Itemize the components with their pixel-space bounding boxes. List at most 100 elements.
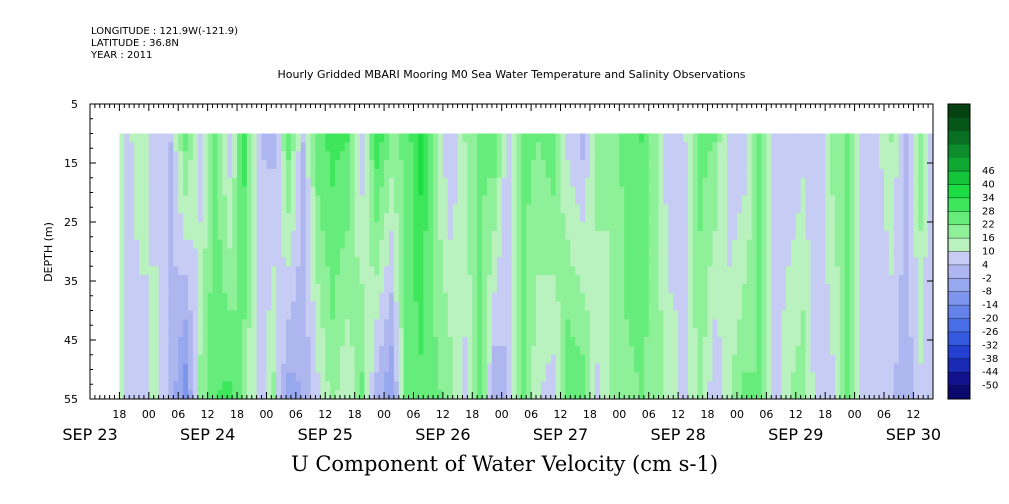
heatmap-cell xyxy=(467,257,473,267)
heatmap-cell xyxy=(766,283,772,294)
heatmap-cell xyxy=(526,142,532,152)
heatmap-cell xyxy=(143,168,150,179)
heatmap-cell xyxy=(457,390,463,400)
heatmap-cell xyxy=(756,354,762,364)
heatmap-cell xyxy=(129,230,135,241)
heatmap-cell xyxy=(354,266,360,276)
heatmap-cell xyxy=(908,363,914,373)
heatmap-cell xyxy=(545,283,552,294)
heatmap-cell xyxy=(795,363,802,373)
heatmap-cell xyxy=(746,390,753,400)
heatmap-cell xyxy=(251,222,258,232)
heatmap-cell xyxy=(761,372,767,382)
heatmap-cell xyxy=(638,142,645,152)
heatmap-cell xyxy=(148,292,155,303)
heatmap-cell xyxy=(163,310,169,320)
heatmap-cell xyxy=(173,160,179,170)
heatmap-cell xyxy=(830,248,836,258)
heatmap-cell xyxy=(388,177,395,187)
heatmap-cell xyxy=(315,301,321,311)
heatmap-cell xyxy=(864,257,870,267)
heatmap-cell xyxy=(511,275,517,285)
heatmap-cell xyxy=(830,328,836,338)
heatmap-cell xyxy=(413,204,419,214)
heatmap-cell xyxy=(893,319,900,329)
heatmap-cell xyxy=(834,213,841,223)
heatmap-cell xyxy=(589,186,596,196)
heatmap-cell xyxy=(893,160,900,170)
heatmap-cell xyxy=(501,160,507,170)
heatmap-cell xyxy=(119,292,125,303)
heatmap-cell xyxy=(310,142,316,152)
heatmap-cell xyxy=(384,230,390,241)
heatmap-cell xyxy=(325,177,331,187)
heatmap-cell xyxy=(437,177,444,187)
heatmap-cell xyxy=(589,222,596,232)
heatmap-cell xyxy=(433,390,439,400)
heatmap-cell xyxy=(555,266,561,276)
heatmap-cell xyxy=(732,275,738,285)
heatmap-cell xyxy=(516,275,522,285)
heatmap-cell xyxy=(266,345,272,356)
heatmap-cell xyxy=(359,151,365,161)
heatmap-cell xyxy=(589,177,596,187)
heatmap-cell xyxy=(276,195,282,205)
heatmap-cell xyxy=(437,248,444,258)
heatmap-cell xyxy=(447,151,454,161)
heatmap-cell xyxy=(790,275,797,285)
heatmap-cell xyxy=(379,151,385,161)
heatmap-cell xyxy=(310,160,316,170)
heatmap-cell xyxy=(560,195,566,205)
heatmap-cell xyxy=(295,390,302,400)
heatmap-cell xyxy=(766,372,772,382)
heatmap-cell xyxy=(589,275,596,285)
heatmap-cell xyxy=(315,345,321,356)
heatmap-cell xyxy=(614,257,620,267)
heatmap-cell xyxy=(634,151,640,161)
heatmap-cell xyxy=(580,133,586,143)
heatmap-cell xyxy=(589,195,596,205)
heatmap-cell xyxy=(521,381,527,391)
heatmap-cell xyxy=(374,177,380,187)
heatmap-cell xyxy=(261,310,267,320)
heatmap-cell xyxy=(663,345,669,356)
heatmap-cell xyxy=(178,372,184,382)
heatmap-cell xyxy=(692,248,699,258)
heatmap-cell xyxy=(119,222,125,232)
heatmap-cell xyxy=(251,310,258,320)
heatmap-cell xyxy=(594,213,601,223)
heatmap-cell xyxy=(565,151,571,161)
heatmap-cell xyxy=(433,142,439,152)
heatmap-cell xyxy=(433,133,439,143)
heatmap-cell xyxy=(129,239,135,249)
heatmap-cell xyxy=(712,275,718,285)
heatmap-cell xyxy=(634,310,640,320)
heatmap-cell xyxy=(393,301,400,311)
heatmap-cell xyxy=(241,230,248,241)
heatmap-cell xyxy=(589,239,596,249)
heatmap-cell xyxy=(736,372,743,382)
heatmap-cell xyxy=(477,213,483,223)
heatmap-cell xyxy=(722,222,728,232)
heatmap-cell xyxy=(197,204,204,214)
heatmap-cell xyxy=(663,133,669,143)
heatmap-cell xyxy=(300,133,307,143)
heatmap-cell xyxy=(217,345,223,356)
heatmap-cell xyxy=(687,160,694,170)
heatmap-cell xyxy=(913,381,919,391)
heatmap-cell xyxy=(452,239,458,249)
heatmap-cell xyxy=(702,292,708,303)
heatmap-cell xyxy=(540,168,547,179)
heatmap-cell xyxy=(815,257,821,267)
heatmap-cell xyxy=(550,354,557,364)
heatmap-cell xyxy=(418,381,424,391)
heatmap-cell xyxy=(398,213,405,223)
heatmap-cell xyxy=(413,160,419,170)
heatmap-cell xyxy=(585,372,591,382)
heatmap-cell xyxy=(364,275,370,285)
heatmap-cell xyxy=(232,337,238,347)
heatmap-cell xyxy=(339,283,346,294)
heatmap-cell xyxy=(800,177,806,187)
heatmap-cell xyxy=(746,186,753,196)
heatmap-cell xyxy=(364,160,370,170)
